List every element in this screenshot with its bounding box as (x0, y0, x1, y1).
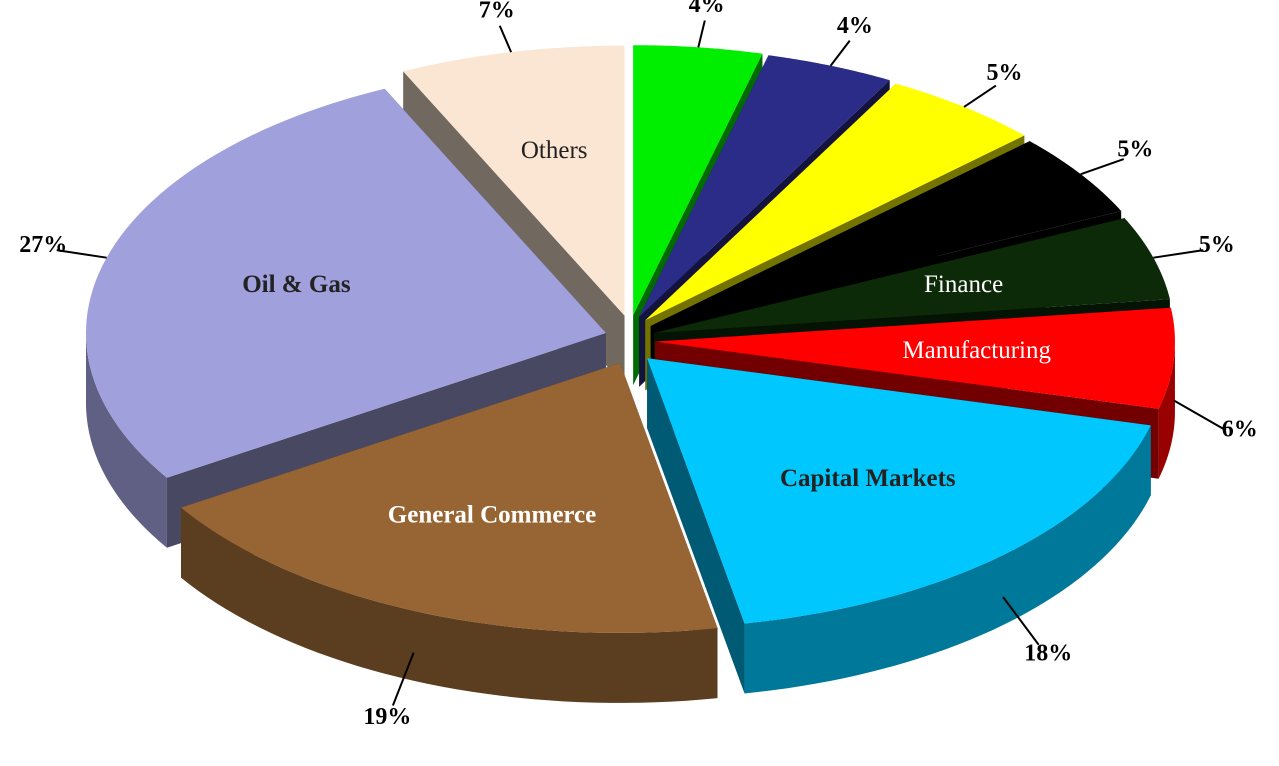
value-label: 27% (19, 232, 67, 258)
value-label: 4% (689, 0, 725, 18)
category-label: Others (521, 137, 588, 164)
value-label: 7% (479, 0, 515, 24)
slice-top (645, 83, 1025, 321)
value-label: 19% (363, 704, 411, 730)
leader-line (1173, 399, 1227, 432)
leader-line (1153, 249, 1204, 259)
value-label: 5% (1117, 137, 1153, 163)
slice-top (650, 141, 1122, 326)
value-label: 6% (1222, 417, 1258, 443)
slice-top (181, 362, 718, 633)
category-label: Capital Markets (780, 465, 956, 492)
leader-line (963, 84, 997, 108)
category-label: Finance (924, 271, 1003, 298)
leader-line (1080, 158, 1125, 176)
slice-wall (1158, 341, 1175, 479)
slice-top (633, 45, 763, 316)
slice-top (85, 88, 606, 478)
leader-line (391, 652, 415, 706)
value-label: 5% (986, 60, 1022, 86)
slice (181, 362, 718, 703)
leader-line (1002, 596, 1040, 646)
leader-line (697, 20, 706, 48)
category-label: General Commerce (388, 501, 596, 528)
leader-line (829, 40, 851, 67)
slice-top (647, 358, 1151, 624)
slice-top (654, 218, 1170, 334)
category-label: Oil & Gas (242, 271, 351, 298)
leader-line (498, 25, 513, 53)
slice-top (654, 307, 1175, 409)
leader-line (56, 249, 107, 259)
value-label: 18% (1024, 640, 1072, 666)
slice-wall (85, 333, 167, 548)
slice-top (639, 55, 890, 317)
slice-top (403, 45, 625, 316)
value-label: 5% (1199, 232, 1235, 258)
slice-wall (744, 425, 1151, 694)
value-label: 4% (837, 13, 873, 39)
slice-wall (181, 507, 718, 703)
slice-side (647, 358, 745, 694)
category-label: Manufacturing (902, 337, 1051, 364)
slice (647, 358, 1151, 694)
